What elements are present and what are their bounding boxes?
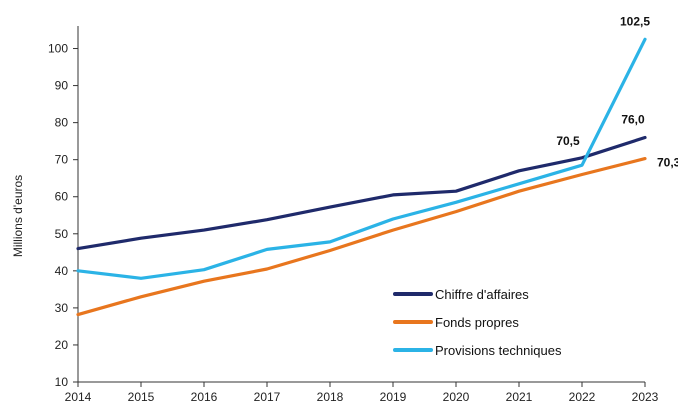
series-lines	[76, 37, 647, 317]
y-tick-label: 70	[55, 153, 69, 167]
axes	[77, 26, 645, 383]
y-tick-label: 50	[55, 227, 69, 241]
y-tick-label: 10	[55, 375, 69, 389]
x-tick-label: 2019	[380, 390, 407, 404]
y-tick-label: 30	[55, 301, 69, 315]
x-axis-ticks: 2014 2015 2016 2017 2018 2019 2020 2021 2022 2023	[65, 382, 659, 404]
data-label: 76,0	[621, 112, 645, 126]
x-tick-label: 2021	[506, 390, 533, 404]
legend-label: Fonds propres	[435, 315, 519, 330]
x-tick-label: 2022	[569, 390, 596, 404]
y-tick-label: 40	[55, 264, 69, 278]
y-axis-ticks: 10 20 30 40 50 60 70 80 90 100	[48, 42, 78, 389]
x-tick-label: 2014	[65, 390, 92, 404]
x-tick-label: 2020	[443, 390, 470, 404]
legend-label: Provisions techniques	[435, 343, 562, 358]
x-tick-label: 2023	[632, 390, 659, 404]
x-tick-label: 2017	[254, 390, 281, 404]
y-tick-label: 60	[55, 190, 69, 204]
series-line-fonds-propres	[76, 157, 647, 317]
data-label: 102,5	[620, 14, 650, 28]
y-tick-label: 80	[55, 116, 69, 130]
data-labels: 70,5 76,0 70,3 102,5	[556, 14, 678, 169]
y-axis-title: Millions d'euros	[11, 175, 25, 257]
x-tick-label: 2016	[191, 390, 218, 404]
y-tick-label: 90	[55, 79, 69, 93]
data-label: 70,3	[657, 156, 678, 170]
y-tick-label: 20	[55, 338, 69, 352]
series-line-chiffre-d-affaires	[76, 135, 647, 251]
series-line-provisions-techniques	[76, 37, 647, 280]
data-label: 70,5	[556, 134, 580, 148]
x-tick-label: 2015	[128, 390, 155, 404]
x-tick-label: 2018	[317, 390, 344, 404]
y-tick-label: 100	[48, 42, 68, 56]
legend: Chiffre d'affaires Fonds propres Provision…	[393, 287, 562, 358]
legend-label: Chiffre d'affaires	[435, 287, 529, 302]
